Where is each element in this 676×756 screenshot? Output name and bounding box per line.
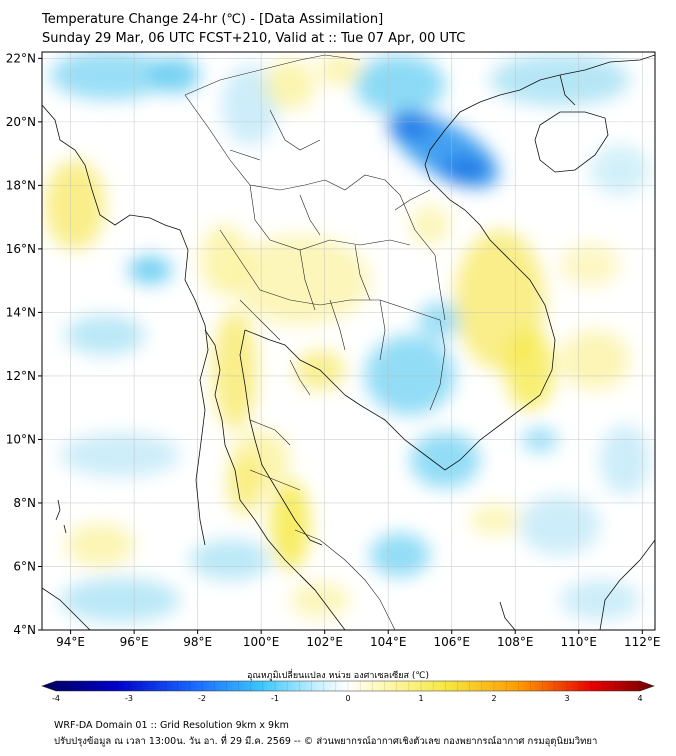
- lat-tick-label: 8°N: [13, 496, 36, 510]
- footer-model-info: WRF-DA Domain 01 :: Grid Resolution 9km …: [54, 720, 289, 731]
- map-subtitle: Sunday 29 Mar, 06 UTC FCST+210, Valid at…: [42, 31, 466, 46]
- lon-tick-label: 100°E: [243, 635, 280, 649]
- colorbar-ticks: -4 -3 -2 -1 0 1 2 3 4: [52, 681, 643, 703]
- temperature-field: [42, 52, 655, 630]
- colorbar-tick-label: 4: [637, 694, 642, 703]
- colorbar-tick-label: -1: [271, 694, 279, 703]
- colorbar-tick-label: 0: [345, 694, 350, 703]
- colorbar-tick-label: 3: [564, 694, 569, 703]
- lon-tick-label: 96°E: [120, 635, 149, 649]
- coastlines: [42, 54, 655, 630]
- colorbar-tick-label: -4: [52, 694, 60, 703]
- colorbar: -4 -3 -2 -1 0 1 2 3 4: [41, 680, 655, 703]
- latitude-ticks: 22°N 20°N 18°N 16°N 14°N 12°N 10°N 8°N 6°N 4°N: [6, 51, 42, 637]
- admin-borders: [184, 54, 446, 630]
- lon-tick-label: 98°E: [183, 635, 212, 649]
- footer-credit: ปรับปรุงข้อมูล ณ เวลา 13:00น. วัน อา. ที…: [54, 736, 598, 747]
- lon-tick-label: 108°E: [497, 635, 534, 649]
- lat-tick-label: 22°N: [6, 51, 36, 65]
- map-frame: [41, 51, 656, 631]
- lon-tick-label: 104°E: [370, 635, 407, 649]
- lat-tick-label: 4°N: [13, 623, 36, 637]
- lon-tick-label: 106°E: [433, 635, 470, 649]
- lat-tick-label: 10°N: [6, 432, 36, 446]
- lat-tick-label: 6°N: [13, 559, 36, 573]
- lat-tick-label: 18°N: [6, 178, 36, 192]
- graticule: [42, 52, 655, 630]
- lon-tick-label: 94°E: [56, 635, 85, 649]
- lat-tick-label: 20°N: [6, 115, 36, 129]
- lon-tick-label: 112°E: [624, 635, 661, 649]
- colorbar-tick-label: 2: [491, 694, 496, 703]
- colorbar-tick-label: 1: [418, 694, 423, 703]
- lon-tick-label: 102°E: [306, 635, 343, 649]
- colorbar-strip: [41, 680, 655, 692]
- lat-tick-label: 16°N: [6, 242, 36, 256]
- lon-tick-label: 110°E: [561, 635, 598, 649]
- colorbar-tick-label: -2: [198, 694, 206, 703]
- lat-tick-label: 14°N: [6, 305, 36, 319]
- map-title: Temperature Change 24-hr (℃) - [Data Ass…: [42, 12, 384, 27]
- longitude-ticks: 94°E 96°E 98°E 100°E 102°E 104°E 106°E 108°E 110…: [56, 630, 661, 649]
- colorbar-title: อุณหภูมิเปลี่ยนแปลง หน่วย องศาเซลเซียส (…: [246, 671, 430, 681]
- colorbar-tick-label: -3: [125, 694, 133, 703]
- lat-tick-label: 12°N: [6, 369, 36, 383]
